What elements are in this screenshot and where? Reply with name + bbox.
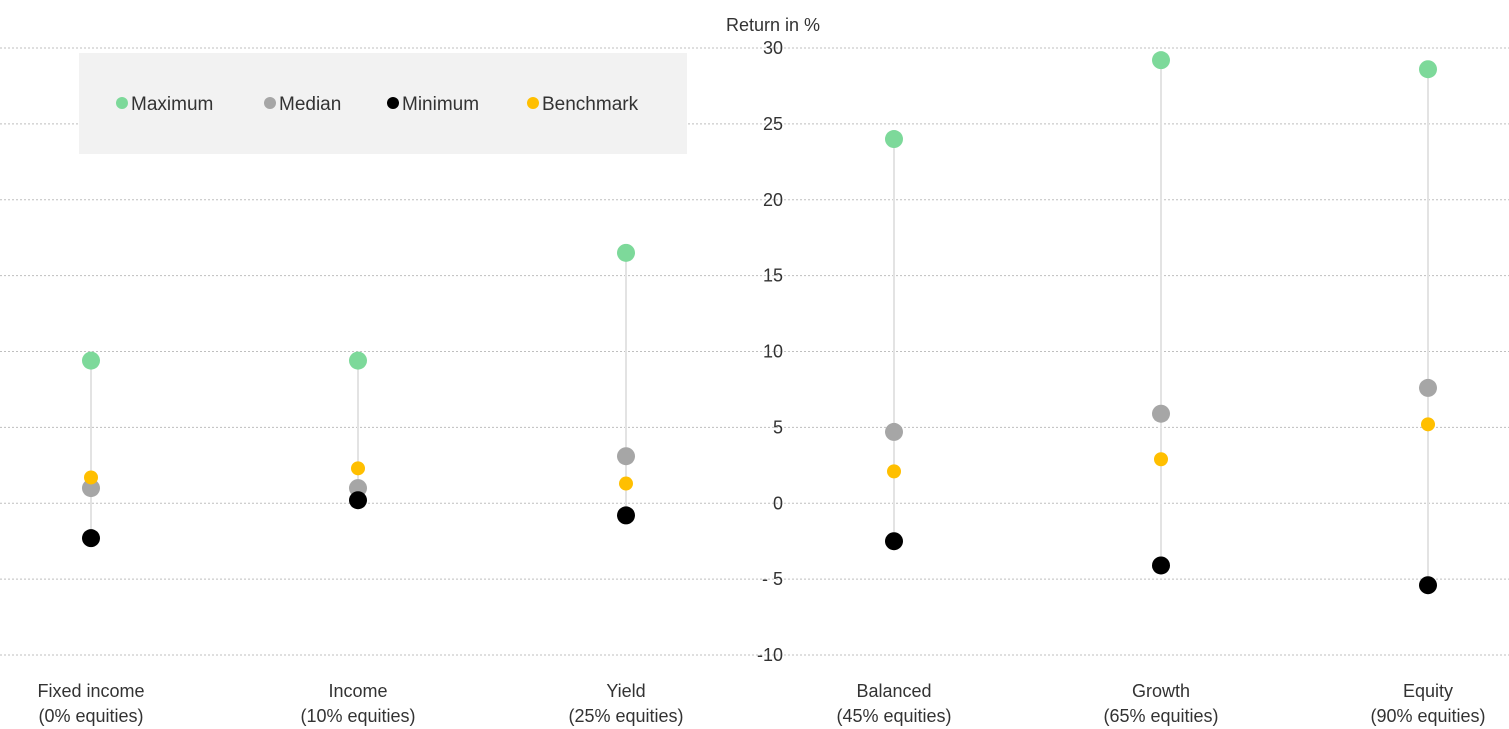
- minimum-point: [885, 532, 903, 551]
- minimum-point: [617, 506, 635, 525]
- benchmark-point: [351, 461, 365, 476]
- benchmark-legend-label: Benchmark: [542, 94, 639, 115]
- category-sublabel: (25% equities): [568, 706, 683, 726]
- category-label: Growth: [1132, 681, 1190, 701]
- legend-box: [79, 53, 687, 154]
- minimum-point: [349, 491, 367, 510]
- median-legend-marker: [264, 97, 276, 109]
- median-point: [1152, 404, 1170, 423]
- range-lines: [90, 60, 1429, 586]
- median-point: [617, 447, 635, 466]
- minimum-legend-marker: [387, 97, 399, 109]
- benchmark-point: [1154, 452, 1168, 467]
- y-tick-label: 0: [773, 493, 783, 513]
- y-axis-title: Return in %: [726, 15, 820, 35]
- maximum-point: [1152, 51, 1170, 70]
- maximum-point: [885, 130, 903, 149]
- maximum-legend-label: Maximum: [131, 94, 213, 115]
- benchmark-point: [84, 470, 98, 485]
- benchmark-point: [887, 464, 901, 479]
- category-sublabel: (0% equities): [38, 706, 143, 726]
- benchmark-legend-marker: [527, 97, 539, 109]
- legend: Maximum Median Minimum Benchmark: [79, 53, 687, 154]
- benchmark-point: [1421, 417, 1435, 432]
- y-tick-label: 5: [773, 417, 783, 437]
- category-label: Yield: [606, 681, 645, 701]
- y-tick-label: 20: [763, 190, 783, 210]
- y-tick-label: 10: [763, 342, 783, 362]
- category-label: Equity: [1403, 681, 1453, 701]
- data-points: [82, 51, 1437, 595]
- category-label: Income: [328, 681, 387, 701]
- y-tick-label: 30: [763, 38, 783, 58]
- maximum-legend-marker: [116, 97, 128, 109]
- category-label: Fixed income: [37, 681, 144, 701]
- benchmark-point: [619, 476, 633, 491]
- x-axis-labels: Fixed income (0% equities) Income (10% equi…: [37, 681, 1485, 726]
- category-sublabel: (10% equities): [300, 706, 415, 726]
- median-legend-label: Median: [279, 94, 341, 115]
- median-point: [885, 422, 903, 441]
- y-tick-label: - 5: [762, 569, 783, 589]
- grid-lines: [0, 47, 1509, 656]
- category-sublabel: (45% equities): [836, 706, 951, 726]
- maximum-point: [349, 351, 367, 370]
- maximum-point: [82, 351, 100, 370]
- category-sublabel: (90% equities): [1370, 706, 1485, 726]
- maximum-point: [1419, 60, 1437, 79]
- minimum-point: [1419, 576, 1437, 595]
- category-label: Balanced: [856, 681, 931, 701]
- minimum-point: [1152, 556, 1170, 575]
- minimum-legend-label: Minimum: [402, 94, 479, 115]
- maximum-point: [617, 243, 635, 262]
- y-tick-label: -10: [757, 645, 783, 665]
- y-axis: Return in % 30 25 20 15 10 5 0 - 5 -10: [726, 15, 820, 665]
- category-sublabel: (65% equities): [1103, 706, 1218, 726]
- y-tick-label: 25: [763, 114, 783, 134]
- minimum-point: [82, 529, 100, 548]
- median-point: [82, 479, 100, 498]
- median-point: [1419, 378, 1437, 397]
- y-tick-label: 15: [763, 266, 783, 286]
